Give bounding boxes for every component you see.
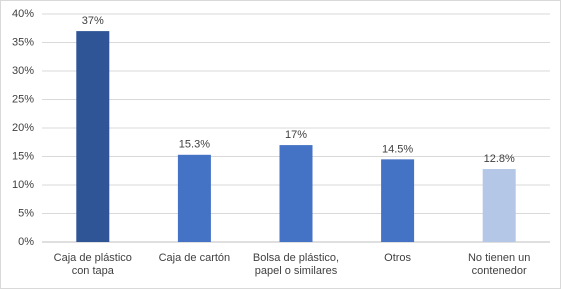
value-label: 14.5% bbox=[382, 143, 413, 155]
x-tick-label: No tienen un contenedor bbox=[467, 252, 531, 277]
y-tick-label: 15% bbox=[12, 150, 34, 162]
y-tick-label: 20% bbox=[12, 122, 34, 134]
y-tick-label: 25% bbox=[12, 93, 34, 105]
value-label: 17% bbox=[285, 129, 307, 141]
bar bbox=[76, 31, 110, 242]
bar bbox=[482, 169, 516, 242]
bar bbox=[279, 145, 313, 242]
bar bbox=[381, 159, 415, 242]
x-tick-label: Bolsa de plástico, papel o similares bbox=[252, 252, 340, 277]
y-tick-label: 5% bbox=[18, 207, 34, 219]
value-label: 37% bbox=[82, 15, 104, 27]
x-tick-label: Otros bbox=[384, 252, 412, 264]
y-tick-label: 30% bbox=[12, 65, 34, 77]
y-tick-label: 35% bbox=[12, 36, 34, 48]
y-tick-label: 10% bbox=[12, 179, 34, 191]
x-tick-label: Caja de cartón bbox=[158, 252, 231, 264]
y-tick-label: 0% bbox=[18, 236, 34, 248]
y-tick-label: 40% bbox=[12, 8, 34, 20]
bar bbox=[177, 154, 211, 242]
x-tick-label: Caja de plástico con tapa bbox=[53, 252, 132, 277]
value-label: 12.8% bbox=[484, 153, 515, 165]
value-label: 15.3% bbox=[179, 139, 210, 151]
